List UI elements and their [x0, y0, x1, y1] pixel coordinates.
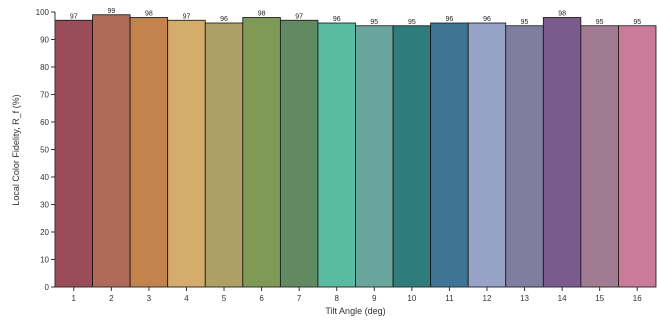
y-tick-label-70: 70: [40, 91, 49, 100]
y-tick-label-20: 20: [40, 228, 49, 237]
x-tick-label-15: 15: [595, 294, 604, 303]
y-tick-label-80: 80: [40, 63, 49, 72]
data-label-7: 97: [295, 13, 303, 20]
data-label-9: 95: [370, 19, 378, 26]
y-tick-label-60: 60: [40, 118, 49, 127]
x-tick-label-9: 9: [372, 294, 377, 303]
data-label-1: 97: [70, 13, 78, 20]
bar-16: [618, 25, 657, 288]
bar-3: [129, 17, 169, 288]
x-tick-label-1: 1: [72, 294, 77, 303]
y-tick-label-30: 30: [40, 201, 49, 210]
bar-12: [467, 22, 507, 288]
x-tick-label-12: 12: [483, 294, 492, 303]
y-tick-label-0: 0: [45, 283, 50, 292]
x-tick-label-13: 13: [520, 294, 529, 303]
y-tick-label-40: 40: [40, 173, 49, 182]
bar-8: [317, 22, 356, 288]
x-ticks-group: 1 2 3 4 5 6 7 8 9 10 11 12 13 14 15 16: [72, 287, 642, 303]
data-label-2: 99: [107, 8, 115, 15]
x-tick-label-7: 7: [297, 294, 302, 303]
data-label-10: 95: [408, 19, 416, 26]
y-tick-label-50: 50: [40, 146, 49, 155]
x-tick-label-16: 16: [633, 294, 642, 303]
x-axis-title: Tilt Angle (deg): [325, 306, 385, 316]
x-tick-label-14: 14: [558, 294, 567, 303]
bar-7: [279, 19, 319, 288]
data-label-3: 98: [145, 11, 153, 18]
bar-4: [167, 19, 206, 288]
data-label-14: 98: [558, 11, 566, 18]
x-tick-label-8: 8: [334, 294, 339, 303]
data-label-12: 96: [483, 16, 491, 23]
data-label-6: 98: [258, 11, 266, 18]
x-tick-label-10: 10: [407, 294, 416, 303]
bar-2: [92, 14, 131, 288]
bar-5: [204, 22, 244, 288]
x-tick-label-6: 6: [259, 294, 264, 303]
data-label-16: 95: [633, 19, 641, 26]
x-tick-label-11: 11: [445, 294, 454, 303]
y-axis-title: Local Color Fidelity, R_f (%): [11, 94, 21, 205]
bar-13: [505, 25, 544, 288]
bar-10: [392, 25, 432, 288]
bar-6: [242, 17, 281, 288]
x-tick-label-4: 4: [184, 294, 189, 303]
bar-14: [542, 17, 582, 288]
y-tick-label-100: 100: [36, 8, 50, 17]
data-label-15: 95: [596, 19, 604, 26]
bars-group: [54, 14, 657, 288]
data-label-5: 96: [220, 16, 228, 23]
data-label-4: 97: [183, 13, 191, 20]
data-label-8: 96: [333, 16, 341, 23]
y-ticks-group: 0 10 20 30 40 50 60 70 80 90 100: [36, 8, 55, 292]
data-label-13: 95: [521, 19, 529, 26]
data-label-11: 96: [446, 16, 454, 23]
bar-11: [430, 22, 469, 288]
bar-9: [355, 25, 394, 288]
y-tick-label-10: 10: [40, 256, 49, 265]
data-labels-group: 97 99 98 97 96 98 97 96 95 95 96 96 95 98 95 95: [70, 8, 641, 26]
x-tick-label-3: 3: [147, 294, 152, 303]
bar-1: [54, 19, 93, 288]
x-tick-label-5: 5: [222, 294, 227, 303]
bar-15: [580, 25, 619, 288]
y-tick-label-90: 90: [40, 36, 49, 45]
x-tick-label-2: 2: [109, 294, 114, 303]
